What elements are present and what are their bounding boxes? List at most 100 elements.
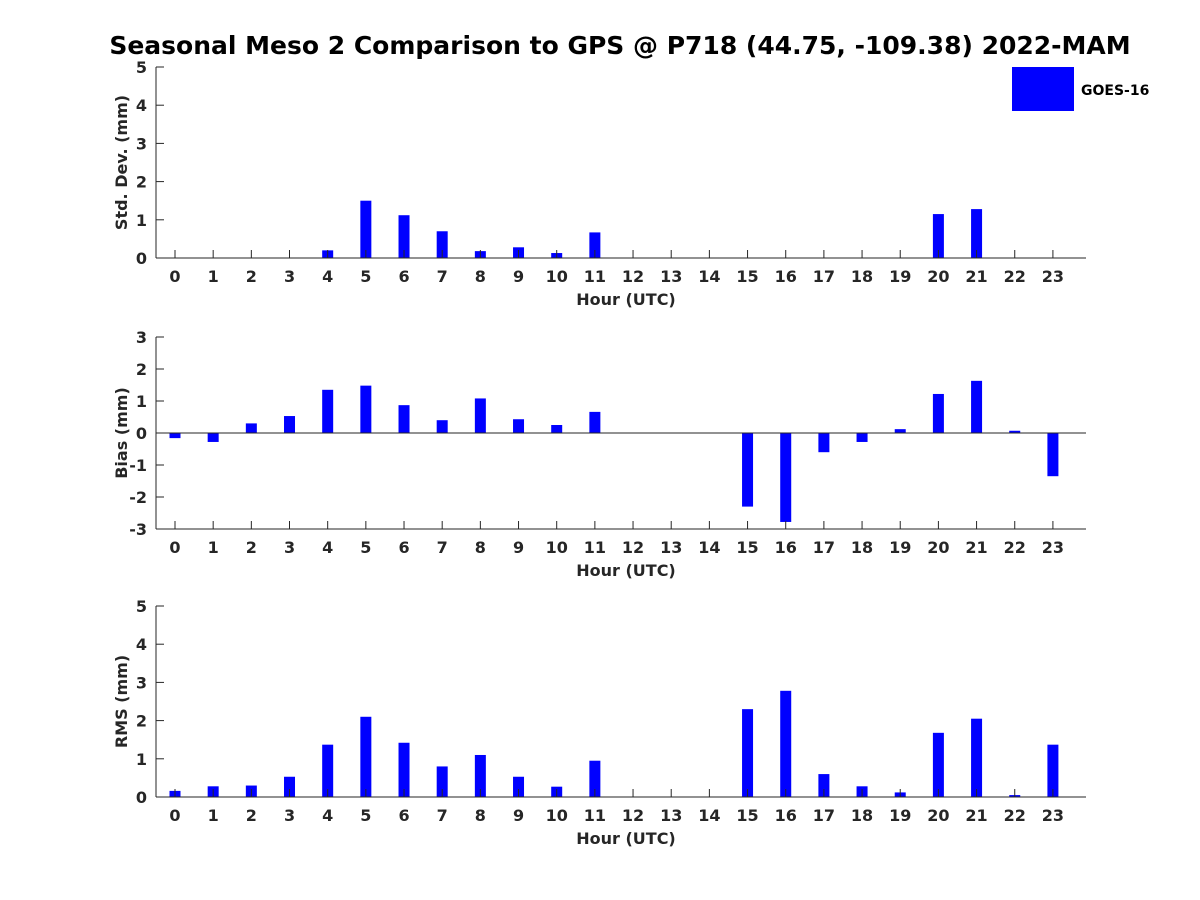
bar-hour-8: [474, 398, 486, 433]
x-tick-label: 5: [360, 806, 371, 825]
x-tick-label: 20: [927, 806, 949, 825]
x-axis-label: Hour (UTC): [576, 561, 676, 580]
y-tick-label: 3: [136, 134, 147, 153]
x-tick-label: 15: [736, 538, 758, 557]
x-tick-label: 3: [284, 267, 295, 286]
bar-hour-6: [398, 405, 410, 433]
x-tick-label: 20: [927, 267, 949, 286]
x-tick-label: 8: [475, 267, 486, 286]
x-tick-label: 17: [813, 538, 835, 557]
x-tick-label: 23: [1042, 806, 1064, 825]
bar-hour-11: [589, 232, 601, 258]
y-tick-label: 1: [136, 750, 147, 769]
x-axis-label: Hour (UTC): [576, 829, 676, 848]
x-tick-label: 2: [246, 806, 257, 825]
x-tick-label: 21: [965, 267, 987, 286]
x-tick-label: 5: [360, 267, 371, 286]
x-tick-label: 19: [889, 538, 911, 557]
bar-hour-20: [932, 214, 944, 258]
x-tick-label: 18: [851, 806, 873, 825]
bar-hour-16: [780, 690, 792, 797]
y-tick-label: 0: [136, 249, 147, 268]
x-tick-label: 19: [889, 806, 911, 825]
y-tick-label: 4: [136, 96, 147, 115]
x-tick-label: 6: [398, 806, 409, 825]
x-tick-label: 4: [322, 806, 333, 825]
x-tick-label: 12: [622, 806, 644, 825]
y-tick-label: 1: [136, 211, 147, 230]
x-tick-label: 18: [851, 267, 873, 286]
x-tick-label: 3: [284, 538, 295, 557]
x-tick-label: 13: [660, 267, 682, 286]
x-tick-label: 18: [851, 538, 873, 557]
x-tick-label: 12: [622, 538, 644, 557]
x-tick-label: 23: [1042, 538, 1064, 557]
x-tick-label: 10: [546, 267, 568, 286]
x-tick-label: 17: [813, 267, 835, 286]
legend: GOES-16: [1012, 67, 1149, 111]
y-tick-label: 5: [136, 597, 147, 616]
y-tick-label: 1: [136, 392, 147, 411]
bar-hour-1: [207, 433, 219, 442]
y-tick-label: 2: [136, 360, 147, 379]
x-tick-label: 16: [775, 538, 797, 557]
x-tick-label: 10: [546, 806, 568, 825]
bar-hour-3: [284, 416, 296, 433]
bar-hour-3: [284, 776, 296, 797]
x-tick-label: 2: [246, 538, 257, 557]
x-tick-label: 10: [546, 538, 568, 557]
x-tick-label: 11: [584, 267, 606, 286]
x-tick-label: 22: [1004, 538, 1026, 557]
x-tick-label: 8: [475, 538, 486, 557]
bar-hour-10: [551, 425, 563, 433]
y-tick-label: 4: [136, 635, 147, 654]
x-tick-label: 23: [1042, 267, 1064, 286]
bar-hour-9: [513, 419, 525, 433]
x-axis-label: Hour (UTC): [576, 290, 676, 309]
y-tick-label: 3: [136, 328, 147, 347]
x-tick-label: 20: [927, 538, 949, 557]
y-axis-label: RMS (mm): [112, 655, 131, 748]
x-tick-label: 12: [622, 267, 644, 286]
x-tick-label: 11: [584, 538, 606, 557]
y-tick-label: 0: [136, 424, 147, 443]
bar-hour-6: [398, 742, 410, 797]
bar-hour-23: [1047, 744, 1059, 797]
x-tick-label: 14: [698, 806, 720, 825]
x-tick-label: 2: [246, 267, 257, 286]
x-tick-label: 0: [169, 267, 180, 286]
y-tick-label: 2: [136, 712, 147, 731]
bar-hour-0: [169, 433, 181, 439]
x-tick-label: 14: [698, 267, 720, 286]
x-tick-label: 0: [169, 538, 180, 557]
x-tick-label: 21: [965, 806, 987, 825]
bar-hour-21: [971, 209, 983, 258]
x-tick-label: 19: [889, 267, 911, 286]
x-tick-label: 7: [437, 806, 448, 825]
x-tick-label: 7: [437, 267, 448, 286]
bar-hour-15: [742, 433, 754, 507]
x-tick-label: 6: [398, 538, 409, 557]
bar-hour-18: [856, 433, 868, 442]
x-tick-label: 0: [169, 806, 180, 825]
x-tick-label: 21: [965, 538, 987, 557]
bar-hour-4: [322, 744, 334, 797]
x-tick-label: 22: [1004, 806, 1026, 825]
bar-hour-6: [398, 215, 410, 258]
x-tick-label: 13: [660, 538, 682, 557]
bar-hour-7: [436, 420, 448, 433]
x-tick-label: 1: [208, 267, 219, 286]
bar-hour-20: [932, 393, 944, 433]
bar-hour-21: [971, 380, 983, 433]
bar-hour-7: [436, 231, 448, 258]
bar-hour-11: [589, 411, 601, 433]
y-tick-label: 3: [136, 673, 147, 692]
bar-hour-21: [971, 718, 983, 797]
bar-hour-17: [818, 433, 830, 453]
x-tick-label: 3: [284, 806, 295, 825]
x-tick-label: 5: [360, 538, 371, 557]
